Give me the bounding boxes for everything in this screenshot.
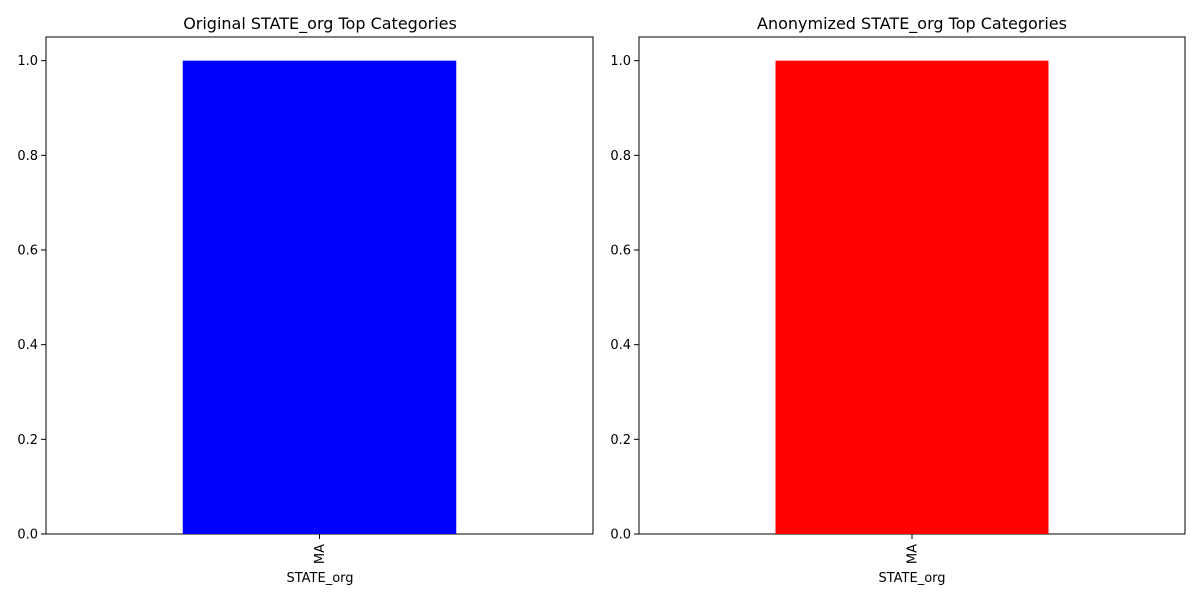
chart-marks: 0.0 0.2 0.4 0.6 0.8 1.0 MA xyxy=(610,54,1049,564)
y-tick-label: 0.8 xyxy=(610,149,631,164)
bar xyxy=(182,60,457,535)
x-axis-label: STATE_org xyxy=(286,571,353,586)
y-tick-label: 0.0 xyxy=(610,528,631,543)
y-tick-label: 0.4 xyxy=(610,338,631,353)
y-tick-label: 0.6 xyxy=(610,244,631,259)
chart-anonymized: Anonymized STATE_org Top Categories STAT… xyxy=(610,14,1186,586)
y-tick-label: 0.4 xyxy=(17,338,38,353)
chart-marks: 0.0 0.2 0.4 0.6 0.8 1.0 MA xyxy=(17,54,457,564)
x-tick-label: MA xyxy=(313,544,328,564)
y-tick-label: 1.0 xyxy=(17,54,38,69)
x-axis-label: STATE_org xyxy=(878,571,945,586)
y-tick-label: 0.6 xyxy=(17,244,38,259)
y-tick-label: 0.2 xyxy=(610,433,631,448)
y-tick-label: 0.2 xyxy=(17,433,38,448)
bar xyxy=(775,60,1049,535)
chart-original: Original STATE_org Top Categories STATE_… xyxy=(17,14,594,586)
x-tick-label: MA xyxy=(906,544,921,564)
y-tick-label: 0.8 xyxy=(17,149,38,164)
y-tick-label: 1.0 xyxy=(610,54,631,69)
chart-title: Anonymized STATE_org Top Categories xyxy=(757,14,1067,34)
chart-title: Original STATE_org Top Categories xyxy=(183,14,457,34)
y-tick-label: 0.0 xyxy=(17,528,38,543)
